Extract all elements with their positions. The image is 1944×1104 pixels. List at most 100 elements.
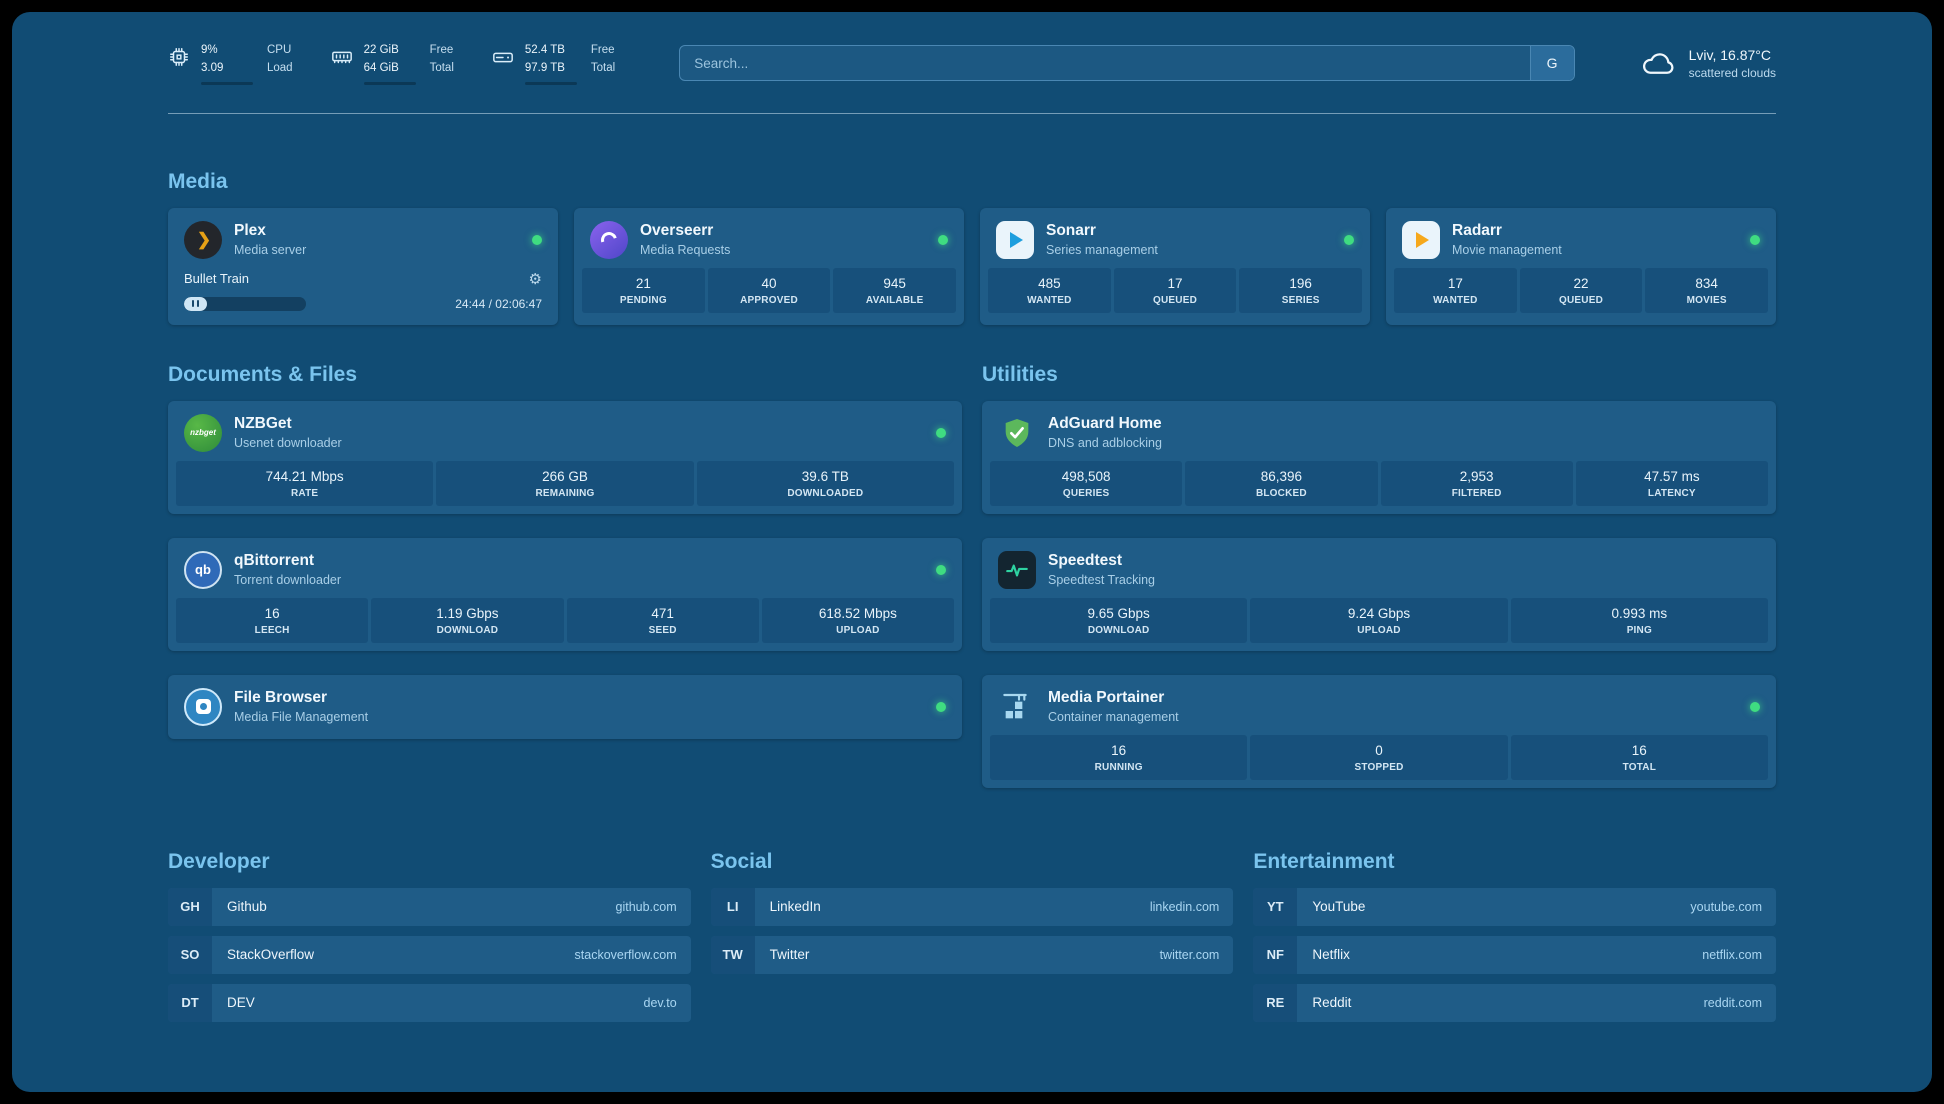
cpu-usage-bar	[201, 81, 253, 85]
service-card-adguard[interactable]: AdGuard Home DNS and adblocking 498,508 …	[982, 400, 1776, 514]
bookmark-url: linkedin.com	[1149, 899, 1220, 914]
service-subtitle: DNS and adblocking	[1048, 436, 1162, 451]
stat-block: 39.6 TB DOWNLOADED	[696, 460, 954, 506]
service-name[interactable]: Sonarr	[1046, 222, 1096, 240]
section-title-entertainment: Entertainment	[1253, 849, 1395, 873]
bookmark-dev[interactable]: DT DEV dev.to	[168, 983, 691, 1022]
service-card-nzbget[interactable]: nzbget NZBGet Usenet downloader 744.21 M…	[168, 400, 962, 514]
search-provider-button[interactable]: G	[1529, 46, 1574, 81]
topbar-divider	[168, 112, 1776, 114]
service-card-filebrowser[interactable]: File Browser Media File Management	[168, 674, 962, 739]
service-card-portainer[interactable]: Media Portainer Container management 16 …	[982, 674, 1776, 788]
service-subtitle: Media File Management	[234, 710, 369, 725]
bookmark-group-developer: Developer GH Github github.com SO StackO…	[168, 850, 691, 1022]
service-card-qbittorrent[interactable]: qb qBittorrent Torrent downloader 16 LEE…	[168, 537, 962, 651]
service-name[interactable]: File Browser	[234, 689, 328, 707]
portainer-icon	[998, 688, 1036, 726]
service-subtitle: Torrent downloader	[234, 573, 342, 588]
service-name[interactable]: Plex	[234, 222, 266, 240]
speedtest-icon	[998, 550, 1036, 589]
bookmark-netflix[interactable]: NF Netflix netflix.com	[1253, 935, 1776, 974]
stat-block: 16 TOTAL	[1510, 734, 1768, 780]
bookmark-github[interactable]: GH Github github.com	[168, 887, 691, 926]
memory-free-value: 22 GiB	[363, 44, 399, 56]
bookmark-name: Github	[227, 899, 267, 915]
service-name[interactable]: Radarr	[1452, 222, 1502, 240]
bookmark-name: Reddit	[1312, 995, 1352, 1011]
status-dot	[532, 234, 542, 245]
now-playing-title: Bullet Train	[184, 271, 250, 287]
bookmark-group-entertainment: Entertainment YT YouTube youtube.com NF …	[1253, 850, 1776, 1022]
cloud-icon	[1639, 48, 1677, 78]
pause-icon[interactable]	[191, 300, 200, 308]
service-card-sonarr[interactable]: Sonarr Series management 485 WANTED 17 Q…	[980, 207, 1370, 325]
stat-block: 17 WANTED	[1394, 267, 1517, 313]
stat-block: 1.19 Gbps DOWNLOAD	[371, 597, 564, 643]
stat-block: 0.993 ms PING	[1510, 597, 1768, 643]
gear-icon[interactable]: ⚙	[528, 270, 542, 288]
cpu-widget: 9% 3.09 CPU Load	[168, 42, 293, 85]
bookmark-reddit[interactable]: RE Reddit reddit.com	[1253, 983, 1776, 1022]
status-dot	[1750, 701, 1760, 712]
bookmark-url: youtube.com	[1690, 899, 1762, 914]
bookmark-stackoverflow[interactable]: SO StackOverflow stackoverflow.com	[168, 935, 691, 974]
service-card-plex[interactable]: ❯ Plex Media server Bullet Train ⚙	[168, 207, 558, 325]
stat-block: 0 STOPPED	[1250, 734, 1508, 780]
search-input[interactable]	[679, 45, 1575, 82]
stat-block: 618.52 Mbps UPLOAD	[761, 597, 954, 643]
service-name[interactable]: AdGuard Home	[1048, 415, 1162, 433]
memory-widget: 22 GiB 64 GiB Free Total	[331, 42, 454, 85]
disk-usage-bar	[524, 81, 577, 85]
service-name[interactable]: Speedtest	[1048, 552, 1123, 570]
weather-widget: Lviv, 16.87°C scattered clouds	[1639, 47, 1776, 80]
bookmark-name: StackOverflow	[227, 947, 315, 963]
service-card-speedtest[interactable]: Speedtest Speedtest Tracking 9.65 Gbps D…	[982, 537, 1776, 651]
bookmark-youtube[interactable]: YT YouTube youtube.com	[1253, 887, 1776, 926]
bookmark-abbr: DT	[168, 983, 212, 1022]
plex-icon: ❯	[184, 220, 222, 259]
service-subtitle: Container management	[1048, 710, 1179, 725]
memory-total-value: 64 GiB	[363, 61, 399, 74]
filebrowser-icon	[184, 687, 222, 726]
memory-label-2: Total	[429, 61, 454, 74]
service-subtitle: Usenet downloader	[234, 436, 342, 451]
stat-block: 945 AVAILABLE	[833, 267, 957, 313]
bookmark-url: dev.to	[643, 995, 677, 1010]
service-name[interactable]: NZBGet	[234, 415, 292, 433]
service-name[interactable]: Media Portainer	[1048, 689, 1165, 707]
stat-block: 2,953 FILTERED	[1380, 460, 1573, 506]
stat-block: 498,508 QUERIES	[990, 460, 1183, 506]
plex-now-playing: Bullet Train ⚙ 24:44 / 02:06:47	[176, 268, 550, 317]
stat-block: 9.24 Gbps UPLOAD	[1250, 597, 1508, 643]
disk-label-2: Total	[590, 61, 616, 74]
playback-progress-fill	[184, 296, 208, 311]
bookmark-url: github.com	[615, 899, 677, 914]
stat-block: 266 GB REMAINING	[436, 460, 694, 506]
service-subtitle: Media Requests	[640, 243, 731, 258]
resource-widgets: 9% 3.09 CPU Load	[168, 42, 615, 85]
stat-block: 47.57 ms LATENCY	[1575, 460, 1768, 506]
cpu-label-2: Load	[267, 61, 293, 74]
service-card-radarr[interactable]: Radarr Movie management 17 WANTED 22 QUE…	[1386, 207, 1776, 325]
bookmark-group-social: Social LI LinkedIn linkedin.com TW Twitt…	[710, 850, 1234, 1022]
adguard-icon	[998, 414, 1036, 452]
status-dot	[936, 701, 946, 712]
stat-block: 471 SEED	[566, 597, 759, 643]
search-bar: G	[679, 45, 1575, 82]
bookmark-url: netflix.com	[1702, 947, 1762, 962]
bookmark-twitter[interactable]: TW Twitter twitter.com	[710, 935, 1234, 974]
service-name[interactable]: Overseerr	[640, 222, 714, 240]
disk-icon	[492, 46, 514, 68]
stat-block: 196 SERIES	[1239, 267, 1363, 313]
disk-widget: 52.4 TB 97.9 TB Free Total	[492, 42, 615, 85]
service-card-overseerr[interactable]: Overseerr Media Requests 21 PENDING 40 A…	[574, 207, 964, 325]
bookmark-linkedin[interactable]: LI LinkedIn linkedin.com	[710, 887, 1234, 926]
bookmark-name: YouTube	[1312, 899, 1366, 915]
bookmark-name: LinkedIn	[769, 899, 821, 915]
section-title-developer: Developer	[168, 849, 270, 873]
stat-block: 9.65 Gbps DOWNLOAD	[990, 597, 1248, 643]
disk-total-value: 97.9 TB	[524, 61, 565, 74]
stat-block: 40 APPROVED	[707, 267, 831, 313]
dashboard-panel: 9% 3.09 CPU Load	[12, 12, 1932, 1092]
service-name[interactable]: qBittorrent	[234, 552, 315, 570]
